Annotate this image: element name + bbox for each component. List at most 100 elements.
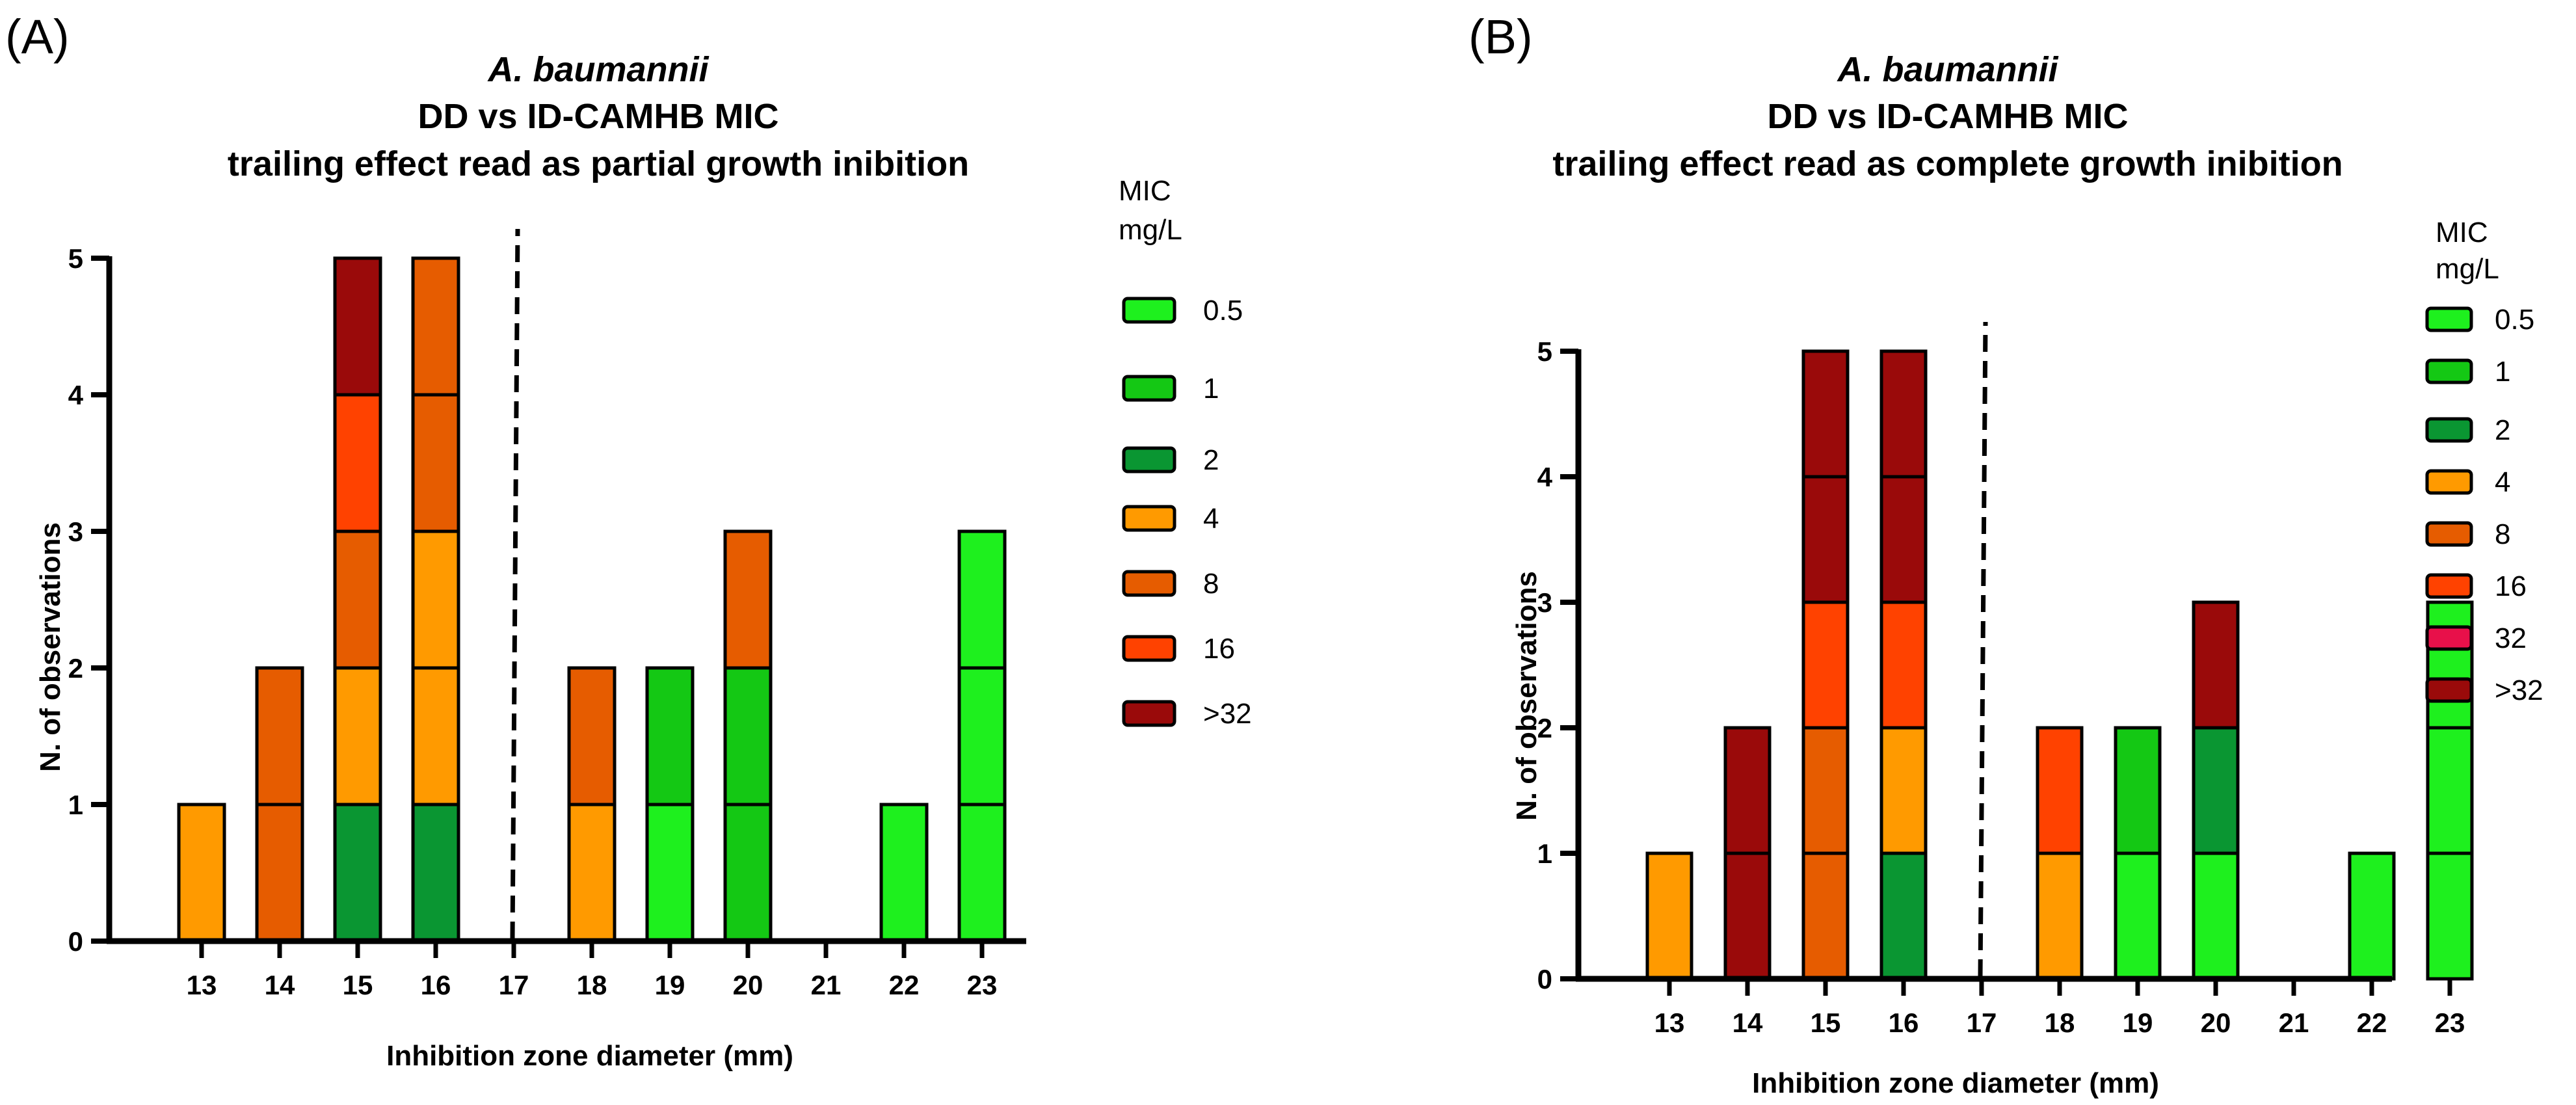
panel-a-bar-16-mic-8-2	[411, 256, 460, 397]
panel-b-legend: 0.5 1 2 4 8 16 32 >32	[2425, 304, 2543, 706]
panel-b-title-reading: trailing effect read as complete growth …	[1552, 144, 2343, 183]
panel-a-y-tick-label-1: 1	[68, 790, 83, 820]
panel-b-bar-23-mic-0.5-2	[2426, 726, 2474, 855]
panel-b-bar-13-mic-4-1	[1645, 851, 1693, 981]
panel-b-bar-19-mic-1-1	[2114, 726, 2162, 855]
panel-b: (B) A. baumannii DD vs ID-CAMHB MIC trai…	[1468, 10, 2543, 1099]
panel-b-legend-swatch->32	[2425, 677, 2473, 703]
panel-a-x-tick-label-20: 20	[733, 970, 764, 1000]
panel-b-x-tick-label-13: 13	[1654, 1007, 1685, 1038]
panel-a-bar-14-mic-8-2	[255, 666, 304, 806]
panel-b-breakpoint-line	[1978, 321, 1988, 977]
panel-b-y-axis-label: N. of observations	[1511, 571, 1543, 821]
panel-a-legend-label->32: >32	[1203, 698, 1252, 730]
panel-a-bar-20-mic-1-2	[723, 666, 773, 806]
panel-a-legend-label-8: 8	[1203, 568, 1219, 600]
panel-a-bar-15-mic-4-1	[333, 666, 382, 806]
panel-b-bar-22-mic-0.5-1	[2348, 851, 2396, 981]
panel-a-bar-16-mic-4-1	[411, 666, 460, 806]
panel-b-bar-18-mic-4-1	[2036, 851, 2084, 981]
panel-a-y-tick-label-2: 2	[68, 653, 83, 684]
panel-b-bar-14-mic->32-2	[1723, 726, 1772, 855]
panel-b-x-axis-label: Inhibition zone diameter (mm)	[1752, 1067, 2159, 1099]
panel-b-bar-19-mic-0.5-1	[2114, 851, 2162, 981]
panel-a-legend-label-2: 2	[1203, 444, 1219, 476]
panel-a-bar-15-mic-8-1	[333, 529, 382, 670]
panel-b-x-tick-label-19: 19	[2123, 1007, 2153, 1038]
panel-a-bar-18-mic-8-1	[567, 666, 617, 806]
panel-b-bar-20-mic-2-1	[2192, 726, 2240, 855]
panel-b-y-tick-label-2: 2	[1537, 713, 1552, 743]
panel-a-x-tick-label-22: 22	[889, 970, 920, 1000]
panel-b-y-tick-label-4: 4	[1537, 462, 1553, 492]
panel-b-bar-15-mic->32-2	[1801, 349, 1850, 479]
panel-b-bar-15-mic->32-1	[1801, 475, 1850, 604]
panel-a-y-tick-label-0: 0	[68, 926, 83, 957]
panel-b-legend-swatch-16	[2425, 573, 2473, 599]
panel-b-bar-16-mic->32-2	[1879, 349, 1928, 479]
panel-a-bar-16-mic-8-1	[411, 393, 460, 533]
panel-a-y-tick-label-4: 4	[68, 380, 84, 410]
panel-b-bar-18-mic-16-1	[2036, 726, 2084, 855]
panel-b-legend-title-line2: mg/L	[2436, 253, 2499, 285]
panel-b-bar-15-mic-16-1	[1801, 600, 1850, 730]
panel-a-bar-18-mic-4-1	[567, 803, 617, 943]
panel-b-bar-15-mic-8-2	[1801, 726, 1850, 855]
panel-b-legend-label-4: 4	[2495, 466, 2510, 498]
panel-a-legend-label-4: 4	[1203, 503, 1219, 535]
panel-a-legend-label-16: 16	[1203, 633, 1235, 665]
panel-b-bar-23-mic-0.5-1	[2426, 851, 2474, 981]
panel-a-y-axis-label: N. of observations	[34, 522, 66, 772]
panel-b-legend-label->32: >32	[2495, 674, 2543, 706]
panel-a-legend-title-line2: mg/L	[1119, 214, 1182, 246]
panel-b-legend-label-1: 1	[2495, 356, 2510, 388]
panel-b-title-species: A. baumannii	[1836, 50, 2058, 89]
panel-b-label: (B)	[1468, 10, 1533, 64]
panel-a-legend-title-line1: MIC	[1119, 175, 1171, 207]
panel-a-x-tick-label-19: 19	[655, 970, 685, 1000]
panel-b-y-tick-label-5: 5	[1537, 336, 1552, 367]
panel-a-legend-swatch->32	[1122, 700, 1176, 727]
panel-b-bar-20-mic-0.5-1	[2192, 851, 2240, 981]
panel-b-bar-16-mic->32-1	[1879, 475, 1928, 604]
panel-a-title-method: DD vs ID-CAMHB MIC	[418, 97, 778, 136]
panel-a-x-tick-label-13: 13	[187, 970, 217, 1000]
panel-b-x-tick-label-23: 23	[2435, 1007, 2465, 1038]
panel-b-bar-23-mic-0.5-3	[2426, 600, 2474, 730]
panel-a-legend-swatch-8	[1122, 570, 1176, 597]
panel-b-x-tick-label-18: 18	[2045, 1007, 2075, 1038]
panel-a-bar-22-mic-0.5-1	[879, 803, 929, 943]
panel-a-legend-swatch-1	[1122, 375, 1176, 402]
panel-a-title-species: A. baumannii	[486, 50, 709, 89]
panel-a-legend-label-1: 1	[1203, 373, 1219, 405]
panel-a-x-axis-label: Inhibition zone diameter (mm)	[386, 1040, 793, 1072]
panel-b-legend-swatch-2	[2425, 417, 2473, 443]
panel-b-x-tick-label-21: 21	[2279, 1007, 2309, 1038]
panel-a-legend-swatch-4	[1122, 505, 1176, 532]
panel-b-legend-swatch-4	[2425, 469, 2473, 495]
panel-b-title-method: DD vs ID-CAMHB MIC	[1767, 97, 2128, 136]
panel-a-x-tick-label-16: 16	[421, 970, 451, 1000]
panel-b-bar-16-mic-2-1	[1879, 851, 1928, 981]
panel-a-bar-16-mic-4-2	[411, 529, 460, 670]
panel-b-legend-swatch-8	[2425, 521, 2473, 547]
panel-b-x-tick-label-14: 14	[1733, 1007, 1763, 1038]
panel-a-bar-19-mic-0.5-1	[645, 803, 695, 943]
panel-b-x-tick-label-16: 16	[1889, 1007, 1919, 1038]
panel-b-y-tick-label-3: 3	[1537, 587, 1552, 618]
panel-a-bar-15-mic-2-1	[333, 803, 382, 943]
panel-a-label: (A)	[5, 10, 70, 64]
panel-b-y-tick-label-1: 1	[1537, 838, 1552, 869]
panel-a-breakpoint-line	[510, 228, 520, 939]
panel-a-bar-23-mic-0.5-1	[957, 803, 1007, 943]
panel-a: (A) A. baumannii DD vs ID-CAMHB MIC trai…	[5, 10, 1252, 1072]
panel-a-title-reading: trailing effect read as partial growth i…	[228, 144, 969, 183]
panel-a-legend: 0.5 1 2 4 8 16 >32	[1122, 295, 1252, 730]
panel-a-y-tick-label-3: 3	[68, 516, 83, 547]
panel-a-bar-13-mic-4-1	[177, 803, 226, 943]
panel-b-bar-16-mic-4-1	[1879, 726, 1928, 855]
panel-b-legend-swatch-32	[2425, 625, 2473, 651]
